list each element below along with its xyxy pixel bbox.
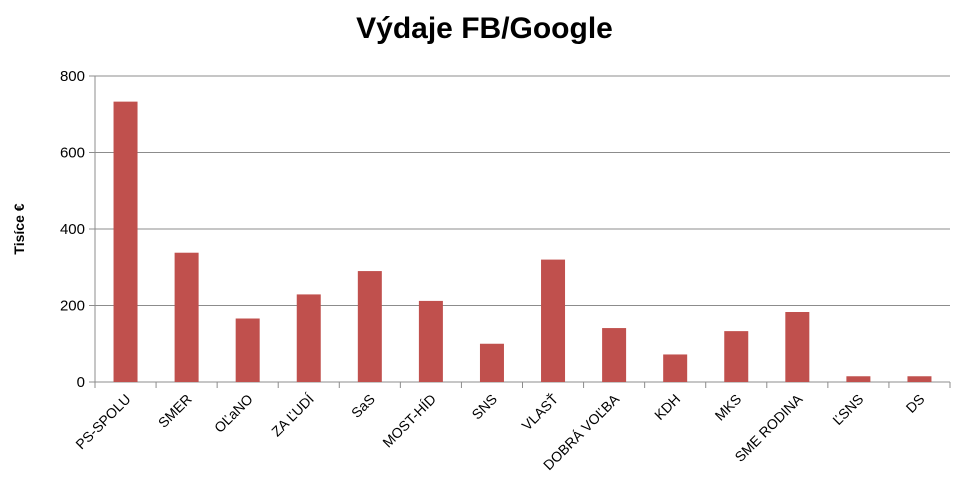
x-category-label: MOST-HÍD: [379, 391, 439, 451]
grid-lines: [95, 75, 950, 306]
x-category-label: KDH: [651, 391, 683, 423]
bar-3: [296, 294, 321, 382]
bars: [113, 101, 932, 382]
y-axis-label: Tisíce €: [11, 203, 27, 254]
labels: 0 200 400 600 800 PS-SPOLU SMER OĽaNO ZA ĽUDÍ SaS…: [11, 68, 928, 473]
bar-7: [541, 259, 566, 382]
bar-5: [418, 300, 443, 382]
x-category-label: ZA ĽUDÍ: [268, 391, 317, 440]
bar-12: [846, 376, 871, 382]
x-category-label: ĽSNS: [829, 391, 866, 428]
axes: [89, 75, 951, 388]
bar-11: [785, 312, 810, 382]
bar-10: [724, 331, 749, 382]
bar-0: [113, 101, 138, 382]
y-tick-label: 400: [60, 221, 85, 238]
x-category-label: VLASŤ: [518, 390, 561, 433]
x-category-label: SaS: [348, 391, 378, 421]
bar-8: [602, 328, 627, 382]
y-tick-label: 0: [77, 374, 85, 391]
bar-2: [235, 318, 260, 382]
x-category-label: DS: [903, 391, 928, 416]
bar-6: [479, 343, 504, 382]
x-category-label: SMER: [155, 391, 195, 431]
y-tick-label: 600: [60, 145, 85, 162]
bar-13: [907, 376, 932, 382]
bar-4: [357, 271, 382, 382]
x-category-label: OĽaNO: [211, 391, 256, 436]
y-tick-label: 200: [60, 298, 85, 315]
bar-9: [663, 354, 688, 382]
x-category-label: MKS: [712, 391, 745, 424]
bar-1: [174, 252, 199, 382]
chart-title: Výdaje FB/Google: [356, 12, 613, 45]
x-category-label: PS-SPOLU: [72, 391, 133, 452]
x-category-label: SNS: [468, 391, 500, 423]
y-tick-label: 800: [60, 68, 85, 85]
